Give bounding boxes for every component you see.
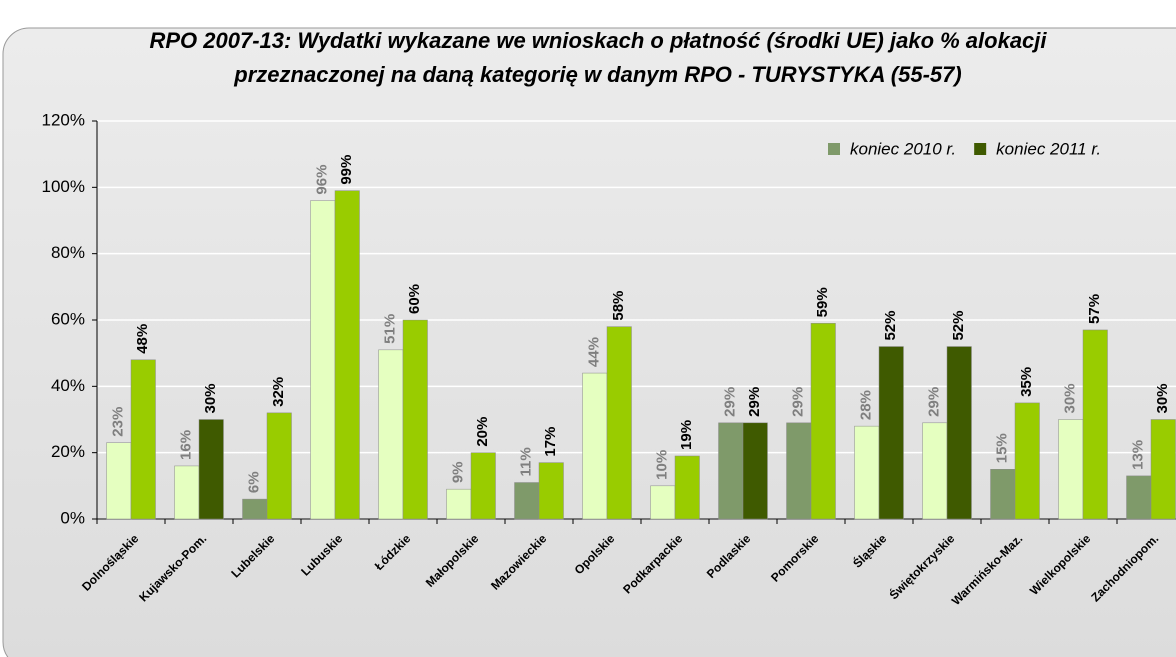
bar: [854, 425, 880, 520]
value-label: 60%: [406, 284, 423, 314]
bar: [878, 346, 904, 520]
bar: [742, 422, 768, 520]
bar: [402, 319, 428, 520]
value-label: 29%: [926, 387, 943, 417]
bar: [582, 372, 608, 520]
legend-swatch: [974, 143, 987, 155]
value-label: 15%: [994, 433, 1011, 463]
value-label: 57%: [1086, 294, 1103, 324]
bar: [514, 482, 540, 520]
bar: [650, 485, 676, 520]
bar: [334, 190, 360, 520]
value-label: 35%: [1018, 367, 1035, 397]
y-tick-label: 40%: [51, 376, 85, 395]
y-tick-label: 100%: [42, 177, 85, 196]
value-label: 10%: [654, 450, 671, 480]
value-label: 30%: [1062, 383, 1079, 413]
bar: [674, 455, 700, 520]
bar: [946, 346, 972, 520]
bar: [718, 422, 744, 520]
value-label: 99%: [338, 155, 355, 185]
value-label: 6%: [246, 471, 263, 493]
chart-title: RPO 2007-13: Wydatki wykazane we wnioska…: [149, 28, 1047, 53]
bar: [106, 442, 132, 520]
bar: [1058, 419, 1084, 520]
bar: [810, 323, 836, 520]
value-label: 28%: [858, 390, 875, 420]
value-label: 51%: [382, 314, 399, 344]
bar: [310, 200, 336, 520]
bar: [786, 422, 812, 520]
value-label: 30%: [202, 383, 219, 413]
value-label: 16%: [178, 430, 195, 460]
bar: [242, 498, 268, 520]
value-label: 29%: [746, 387, 763, 417]
bar: [990, 469, 1016, 520]
bar: [130, 359, 156, 520]
bar: [378, 349, 404, 520]
value-label: 52%: [950, 311, 967, 341]
y-tick-label: 80%: [51, 243, 85, 262]
bar: [1126, 475, 1152, 520]
value-label: 44%: [586, 337, 603, 367]
value-label: 29%: [722, 387, 739, 417]
legend-swatch: [828, 143, 840, 155]
bar: [1150, 419, 1176, 520]
bar: [1082, 329, 1108, 520]
bar: [538, 462, 564, 520]
bar: [446, 488, 472, 520]
value-label: 32%: [270, 377, 287, 407]
y-tick-label: 20%: [51, 442, 85, 461]
bar: [606, 326, 632, 520]
bar: [1014, 402, 1040, 520]
value-label: 30%: [1154, 383, 1171, 413]
bar: [470, 452, 496, 520]
bar: [198, 419, 224, 520]
value-label: 9%: [450, 461, 467, 483]
value-label: 96%: [314, 165, 331, 195]
value-label: 48%: [134, 324, 151, 354]
y-tick-label: 60%: [51, 309, 85, 328]
bar: [174, 465, 200, 520]
y-tick-label: 0%: [60, 508, 85, 527]
legend-label: koniec 2010 r.: [850, 139, 956, 158]
value-label: 59%: [814, 287, 831, 317]
value-label: 52%: [882, 311, 899, 341]
value-label: 20%: [474, 417, 491, 447]
chart-title: przeznaczonej na daną kategorię w danym …: [233, 62, 961, 87]
bar: [266, 412, 292, 520]
value-label: 13%: [1130, 440, 1147, 470]
value-label: 58%: [610, 291, 627, 321]
y-tick-label: 120%: [42, 110, 85, 129]
value-label: 23%: [110, 407, 127, 437]
value-label: 29%: [790, 387, 807, 417]
bar: [922, 422, 948, 520]
value-label: 19%: [678, 420, 695, 450]
legend-label: koniec 2011 r.: [996, 139, 1101, 158]
value-label: 17%: [542, 427, 559, 457]
value-label: 11%: [518, 447, 535, 476]
